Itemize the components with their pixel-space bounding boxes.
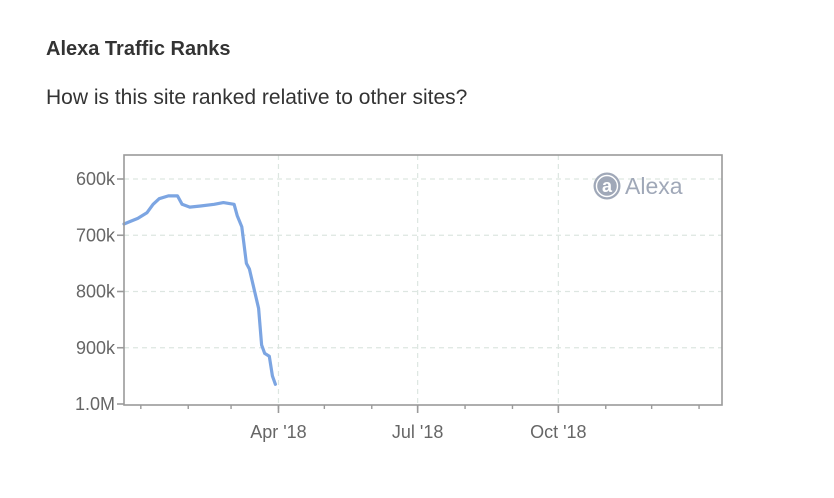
y-tick-label: 800k (76, 282, 116, 302)
y-tick-label: 700k (76, 225, 116, 245)
x-tick-label: Apr '18 (250, 422, 306, 442)
alexa-logo: a Alexa (593, 172, 683, 200)
y-axis: 600k 700k 800k 900k 1.0M (75, 169, 124, 414)
y-tick-label: 1.0M (75, 394, 115, 414)
x-tick-label: Oct '18 (530, 422, 586, 442)
alexa-logo-text: Alexa (625, 173, 683, 199)
alexa-logo-ring (595, 174, 619, 198)
alexa-logo-glyph: a (602, 176, 613, 196)
plot-frame (123, 154, 723, 406)
y-tick-label: 900k (76, 338, 116, 358)
x-axis: Apr '18 Jul '18 Oct '18 (140, 405, 700, 442)
x-tick-label: Jul '18 (392, 422, 443, 442)
section-subtitle: How is this site ranked relative to othe… (46, 86, 468, 109)
y-tick-label: 600k (76, 169, 116, 189)
plot-background (124, 155, 722, 405)
alexa-logo-icon (593, 172, 621, 200)
grid-lines (124, 155, 722, 405)
section-title: Alexa Traffic Ranks (46, 38, 231, 60)
rank-series-line (122, 194, 277, 386)
